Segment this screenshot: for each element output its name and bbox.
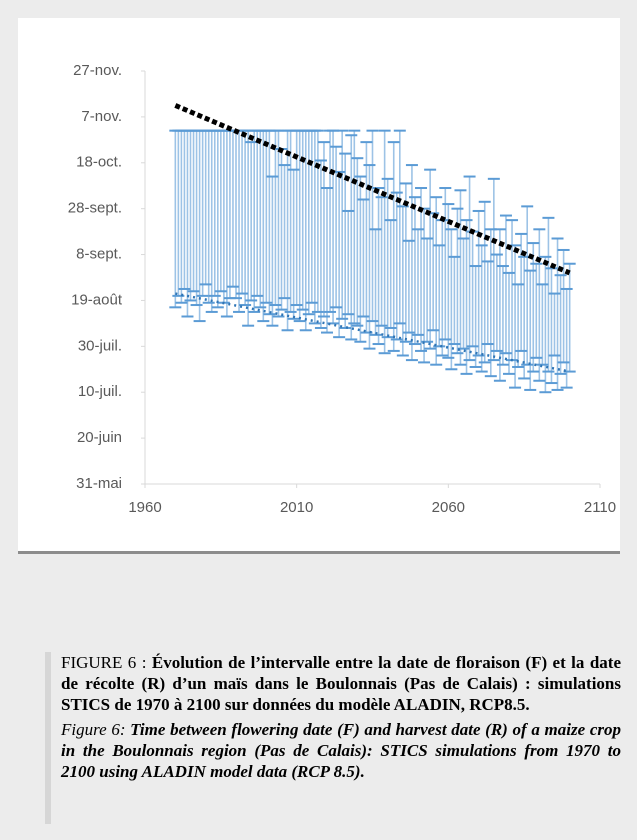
caption-label: Figure 6: [61, 720, 131, 739]
caption-text: Time between flowering date (F) and harv… [61, 720, 621, 781]
y-tick-label: 18-oct. [76, 154, 122, 171]
y-tick-label: 30-juil. [78, 337, 122, 354]
caption-label: FIGURE 6 : [61, 653, 152, 672]
y-tick-label: 28-sept. [68, 200, 122, 217]
caption-en: Figure 6: Time between flowering date (F… [61, 719, 621, 782]
x-tick-label: 2010 [280, 499, 313, 516]
x-tick-label: 2110 [584, 499, 616, 516]
y-tick-label: 8-sept. [76, 246, 122, 263]
caption: FIGURE 6 : Évolution de l’intervalle ent… [45, 652, 621, 824]
caption-fr: FIGURE 6 : Évolution de l’intervalle ent… [61, 652, 621, 715]
y-tick-label: 7-nov. [81, 108, 122, 125]
x-tick-label: 2060 [432, 499, 465, 516]
y-tick-label: 10-juil. [78, 383, 122, 400]
y-tick-label: 19-août [71, 291, 123, 308]
trend-line [175, 292, 570, 373]
caption-text: Évolution de l’intervalle entre la date … [61, 653, 621, 714]
y-tick-label: 20-juin [77, 429, 122, 446]
y-tick-label: 31-mai [76, 475, 122, 492]
x-tick-label: 1960 [128, 499, 161, 516]
chart-panel [18, 18, 620, 554]
y-tick-label: 27-nov. [73, 62, 122, 79]
chart: 31-mai 20-juin 10-juil. 30-juil. 19-août 8-se… [68, 62, 616, 516]
